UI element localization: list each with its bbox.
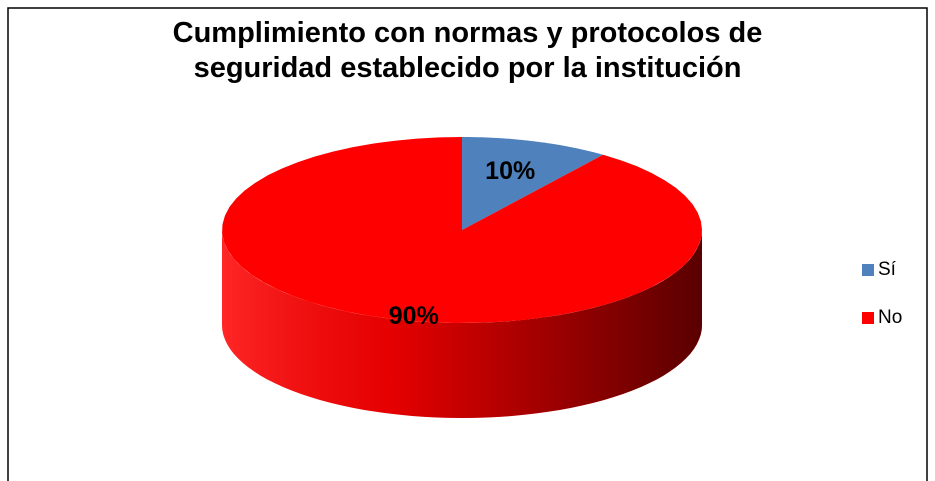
legend-swatch — [862, 312, 874, 324]
pie-side-shade — [222, 230, 702, 418]
data-label: 90% — [389, 302, 439, 330]
chart-title: Cumplimiento con normas y protocolos de … — [172, 17, 763, 84]
legend-label: Sí — [878, 259, 897, 280]
legend-label: No — [878, 307, 902, 328]
chart-frame — [7, 7, 928, 481]
pie-slice — [462, 137, 604, 230]
pie-slice — [222, 137, 702, 323]
legend-swatch — [862, 264, 874, 276]
data-label: 10% — [485, 157, 535, 185]
